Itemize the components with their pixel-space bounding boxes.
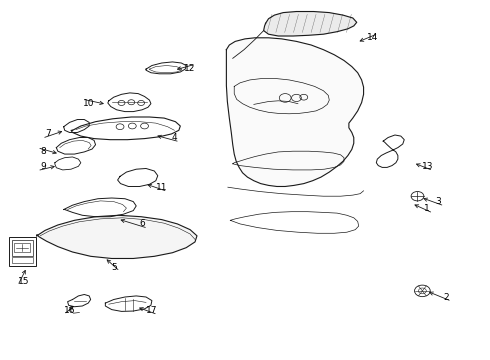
Text: 3: 3 — [436, 197, 441, 206]
Text: 14: 14 — [367, 33, 378, 42]
Text: 11: 11 — [156, 183, 168, 192]
Text: 6: 6 — [139, 219, 145, 228]
Text: 7: 7 — [45, 129, 51, 138]
Text: 2: 2 — [443, 292, 449, 302]
Text: 4: 4 — [171, 133, 177, 142]
Text: 13: 13 — [421, 162, 433, 171]
Text: 17: 17 — [146, 306, 158, 315]
Text: 10: 10 — [83, 99, 95, 108]
Text: 16: 16 — [64, 306, 75, 315]
Text: 1: 1 — [424, 204, 430, 213]
Polygon shape — [37, 215, 197, 258]
Text: 15: 15 — [18, 277, 29, 286]
Text: 5: 5 — [111, 263, 117, 271]
Text: 8: 8 — [40, 148, 46, 156]
Text: 9: 9 — [40, 162, 46, 171]
Polygon shape — [264, 12, 357, 36]
Text: 12: 12 — [184, 64, 196, 73]
Polygon shape — [226, 38, 364, 186]
